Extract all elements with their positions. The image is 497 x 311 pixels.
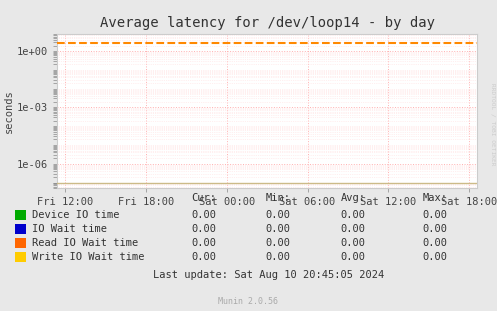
- Text: 0.00: 0.00: [266, 238, 291, 248]
- Text: 0.00: 0.00: [191, 238, 216, 248]
- Text: 0.00: 0.00: [191, 252, 216, 262]
- Text: Munin 2.0.56: Munin 2.0.56: [219, 297, 278, 306]
- Text: 0.00: 0.00: [340, 224, 365, 234]
- Text: 0.00: 0.00: [191, 210, 216, 220]
- Title: Average latency for /dev/loop14 - by day: Average latency for /dev/loop14 - by day: [99, 16, 435, 30]
- Text: Min:: Min:: [266, 193, 291, 202]
- Text: 0.00: 0.00: [266, 252, 291, 262]
- Text: 0.00: 0.00: [191, 224, 216, 234]
- Text: 0.00: 0.00: [422, 210, 447, 220]
- Text: 0.00: 0.00: [422, 224, 447, 234]
- Text: 0.00: 0.00: [340, 238, 365, 248]
- Text: 0.00: 0.00: [422, 252, 447, 262]
- Text: Write IO Wait time: Write IO Wait time: [32, 252, 144, 262]
- Text: 0.00: 0.00: [266, 210, 291, 220]
- Y-axis label: seconds: seconds: [4, 89, 14, 133]
- Text: 0.00: 0.00: [340, 210, 365, 220]
- Text: Device IO time: Device IO time: [32, 210, 119, 220]
- Text: Max:: Max:: [422, 193, 447, 202]
- Text: 0.00: 0.00: [422, 238, 447, 248]
- Text: IO Wait time: IO Wait time: [32, 224, 107, 234]
- Text: Cur:: Cur:: [191, 193, 216, 202]
- Text: Read IO Wait time: Read IO Wait time: [32, 238, 138, 248]
- Text: Avg:: Avg:: [340, 193, 365, 202]
- Text: 0.00: 0.00: [340, 252, 365, 262]
- Text: 0.00: 0.00: [266, 224, 291, 234]
- Text: Last update: Sat Aug 10 20:45:05 2024: Last update: Sat Aug 10 20:45:05 2024: [153, 270, 384, 280]
- Text: RRDTOOL / TOBI OETIKER: RRDTOOL / TOBI OETIKER: [491, 83, 496, 166]
